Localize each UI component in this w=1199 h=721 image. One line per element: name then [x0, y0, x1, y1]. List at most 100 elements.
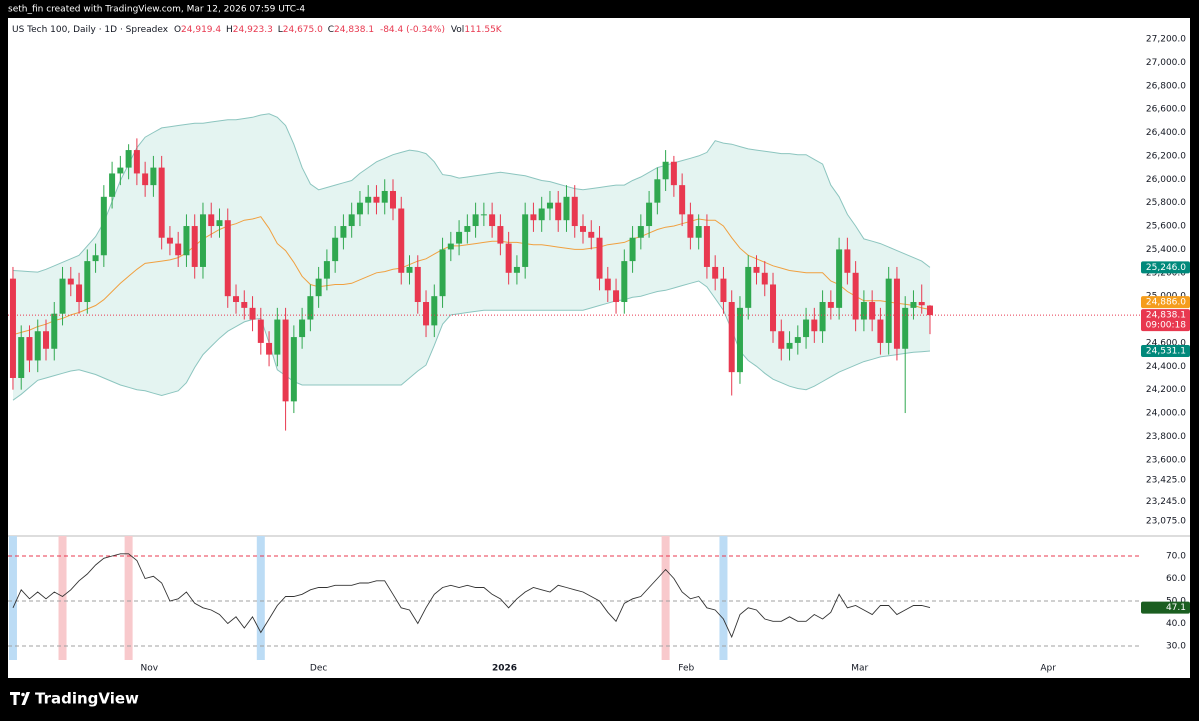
y-tick-label: 27,000.0 — [1146, 58, 1186, 68]
candle-body — [604, 278, 611, 291]
value-box — [1141, 601, 1190, 614]
candle-body — [166, 237, 173, 244]
candle-body — [398, 208, 405, 273]
candle-body — [736, 307, 743, 373]
candle-body — [199, 214, 206, 267]
legend-line: US Tech 100, Daily · 1D · Spreadex O 24,9… — [12, 25, 503, 35]
y-tick-label: 70.0 — [1166, 552, 1186, 562]
y-tick-label: 26,200.0 — [1146, 151, 1186, 161]
candle-body — [249, 307, 256, 320]
y-tick-label: 50.0 — [1166, 597, 1186, 607]
candle-body — [323, 261, 330, 279]
candle-body — [9, 278, 16, 378]
candle-body — [546, 202, 553, 209]
candle-body — [687, 214, 694, 238]
candle-body — [613, 290, 620, 303]
candle-body — [646, 202, 653, 227]
y-tick-label: 24,000.0 — [1146, 409, 1186, 419]
candle-body — [158, 167, 165, 238]
y-tick-label: 23,600.0 — [1146, 455, 1186, 465]
candle-body — [926, 305, 933, 316]
candle-body — [877, 319, 884, 343]
y-tick-label: 24,400.0 — [1146, 362, 1186, 372]
candle-body — [456, 231, 463, 244]
candle-body — [414, 266, 421, 303]
x-tick-label: 2026 — [492, 664, 517, 674]
candle-body — [489, 214, 496, 227]
ohlc-key: O — [174, 25, 181, 35]
x-tick-label: Mar — [851, 664, 868, 674]
last-price-label: 24,838.1 — [1146, 311, 1186, 321]
candle-body — [472, 214, 479, 227]
signal-highlight — [256, 536, 265, 660]
y-tick-label: 23,075.0 — [1146, 517, 1186, 527]
candle-body — [18, 337, 25, 378]
symbol-title: US Tech 100, Daily · 1D · Spreadex — [12, 25, 169, 35]
candle-body — [770, 284, 777, 332]
candle-body — [869, 302, 876, 320]
candle-body — [315, 278, 322, 297]
candle-body — [885, 278, 892, 343]
candle-body — [720, 278, 727, 303]
value-label: 25,246.0 — [1146, 263, 1186, 273]
candle-body — [728, 302, 735, 373]
y-tick-label: 23,245.0 — [1146, 497, 1186, 507]
candle-body — [373, 196, 380, 203]
y-tick-label: 23,800.0 — [1146, 432, 1186, 442]
signal-highlight — [58, 536, 67, 660]
ohlc-value: 24,923.3 — [233, 25, 273, 35]
candle-body — [125, 150, 132, 168]
candle-body — [836, 249, 843, 308]
change: -84.4 (-0.34%) — [380, 25, 445, 35]
candle-body — [778, 331, 785, 349]
candle-body — [340, 226, 347, 238]
y-tick-label: 26,800.0 — [1146, 81, 1186, 91]
candle-body — [910, 302, 917, 308]
candle-body — [893, 278, 900, 349]
candle-body — [356, 202, 363, 215]
ohlc-value: 24,838.1 — [334, 25, 374, 35]
y-tick-label: 24,200.0 — [1146, 385, 1186, 395]
candle-body — [43, 331, 50, 349]
candle-body — [580, 226, 587, 232]
candle-body — [480, 214, 487, 216]
candle-body — [282, 319, 289, 402]
y-tick-label: 23,425.0 — [1146, 476, 1186, 486]
candle-body — [150, 167, 157, 186]
candle-body — [34, 331, 41, 361]
signal-highlight — [124, 536, 133, 660]
y-tick-label: 25,800.0 — [1146, 198, 1186, 208]
candle-body — [538, 208, 545, 221]
candle-body — [109, 173, 116, 197]
candle-body — [241, 302, 248, 308]
candle-body — [637, 226, 644, 238]
candle-body — [786, 342, 793, 349]
candle-body — [208, 214, 215, 227]
back-layer — [9, 113, 933, 431]
candle-body — [852, 272, 859, 320]
candle-body — [555, 202, 562, 221]
candle-body — [530, 214, 537, 221]
candle-body — [761, 272, 768, 285]
value-label: 24,886.0 — [1146, 298, 1186, 308]
candle-body — [423, 302, 430, 326]
y-tick-label: 26,400.0 — [1146, 128, 1186, 138]
candle-body — [142, 173, 149, 186]
last-price-box — [1141, 309, 1190, 332]
ohlc-key: L — [278, 25, 283, 35]
y-tick-label: 26,000.0 — [1146, 175, 1186, 185]
candle-body — [216, 220, 223, 227]
candle-body — [464, 226, 471, 232]
y-tick-label: 25,400.0 — [1146, 245, 1186, 255]
value-box — [1141, 261, 1190, 274]
candle-body — [827, 302, 834, 308]
indicator-line — [12, 280, 931, 401]
candle-body — [381, 190, 388, 203]
candle-body — [92, 255, 99, 262]
candle-body — [224, 220, 231, 297]
candle-body — [76, 284, 83, 303]
y-tick-label: 25,600.0 — [1146, 222, 1186, 232]
y-tick-label: 24,600.0 — [1146, 338, 1186, 348]
brand-logo — [10, 692, 30, 705]
